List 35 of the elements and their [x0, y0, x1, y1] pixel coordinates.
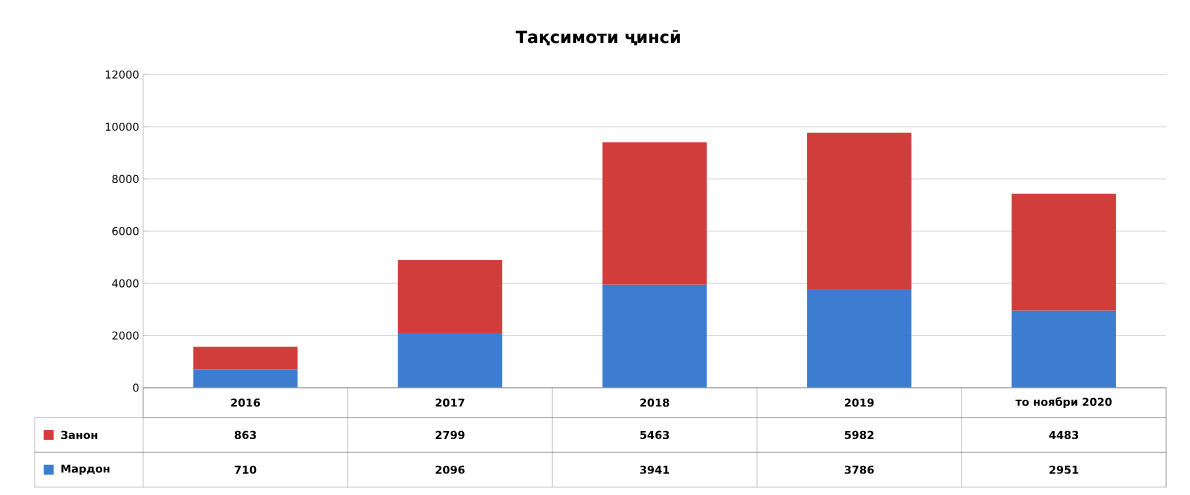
bar	[807, 132, 912, 289]
data-label: 863	[234, 430, 256, 440]
bar	[1011, 193, 1116, 311]
data-label: 2951	[1049, 465, 1079, 474]
data-label: 4483	[1049, 430, 1079, 440]
y-tick-label: 4000	[112, 279, 139, 288]
y-tick-label: 0	[133, 383, 139, 392]
x-tick-label: 2017	[435, 398, 465, 407]
data-label: 710	[234, 465, 257, 474]
bar	[397, 259, 503, 333]
data-label: 5982	[844, 430, 874, 440]
legend-label: Занон	[61, 430, 98, 440]
bar	[807, 288, 912, 388]
data-label: 5463	[640, 430, 669, 440]
y-tick-label: 6000	[112, 226, 139, 236]
x-tick-label: 2016	[231, 398, 261, 407]
data-label: 3786	[844, 465, 874, 474]
data-label: 3941	[640, 465, 670, 474]
bar	[397, 332, 503, 388]
y-tick-label: 12000	[105, 70, 139, 79]
bar	[193, 346, 298, 370]
x-tick-label: 2019	[844, 398, 874, 407]
x-tick-label: 2018	[640, 398, 670, 407]
y-tick-label: 10000	[105, 122, 139, 131]
bar	[602, 284, 707, 388]
y-tick-label: 8000	[112, 174, 139, 184]
y-tick-label: 2000	[112, 331, 139, 340]
bar	[193, 369, 298, 388]
data-label: 2799	[435, 430, 465, 440]
bar	[602, 142, 707, 285]
legend-label: Мардон	[61, 464, 110, 475]
data-label: 2096	[435, 465, 465, 474]
chart-title: Тақсимоти ҷинсӣ	[515, 30, 680, 46]
x-tick-label: то ноябри 2020	[1015, 397, 1112, 409]
bar	[1011, 310, 1116, 388]
